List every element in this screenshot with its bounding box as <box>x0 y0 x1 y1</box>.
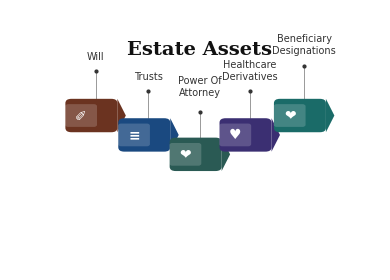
Polygon shape <box>326 99 334 132</box>
FancyBboxPatch shape <box>65 104 97 127</box>
FancyBboxPatch shape <box>274 99 326 132</box>
Text: Power Of
Attorney: Power Of Attorney <box>178 76 222 98</box>
Polygon shape <box>117 99 126 132</box>
Text: Will: Will <box>87 52 105 62</box>
Text: ≡: ≡ <box>128 128 140 142</box>
Polygon shape <box>222 138 230 171</box>
FancyBboxPatch shape <box>66 99 117 132</box>
Text: Healthcare
Derivatives: Healthcare Derivatives <box>222 60 278 82</box>
FancyBboxPatch shape <box>170 138 222 171</box>
Text: ❤: ❤ <box>284 109 296 123</box>
Text: ✐: ✐ <box>75 109 87 123</box>
FancyBboxPatch shape <box>118 118 170 152</box>
Polygon shape <box>271 118 280 152</box>
Polygon shape <box>170 118 179 152</box>
FancyBboxPatch shape <box>219 123 251 146</box>
Text: ♥: ♥ <box>229 128 241 142</box>
FancyBboxPatch shape <box>274 104 306 127</box>
Text: Estate Assets: Estate Assets <box>128 41 272 59</box>
FancyBboxPatch shape <box>118 123 150 146</box>
FancyBboxPatch shape <box>220 118 271 152</box>
FancyBboxPatch shape <box>169 143 201 166</box>
Text: Beneficiary
Designations: Beneficiary Designations <box>272 34 336 56</box>
Text: ❤: ❤ <box>179 147 191 161</box>
Text: Trusts: Trusts <box>134 72 163 82</box>
